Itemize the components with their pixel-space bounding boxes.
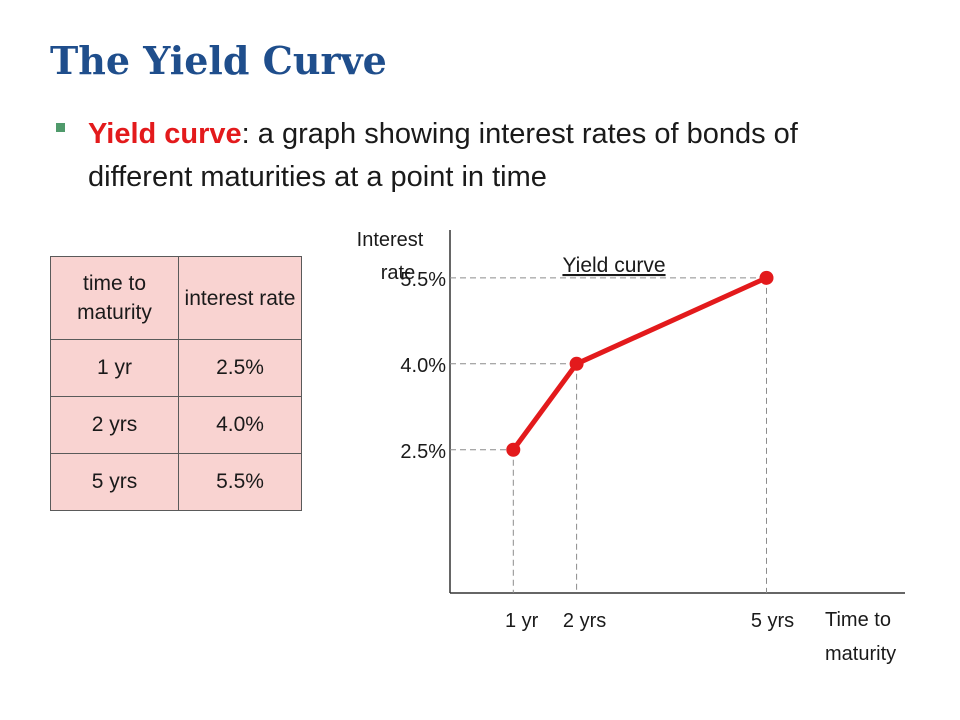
x-tick-label: 1 yr xyxy=(505,610,539,632)
y-tick-label: 5.5% xyxy=(400,269,446,291)
y-axis-label-line1: Interest xyxy=(357,229,424,251)
table-cell-rate: 5.5% xyxy=(178,453,302,511)
data-point xyxy=(506,442,521,457)
table-cell-rate: 4.0% xyxy=(178,396,302,454)
table-header-rate: interest rate xyxy=(178,256,302,340)
table-cell-time: 5 yrs xyxy=(50,453,179,511)
table-row: 1 yr 2.5% xyxy=(50,339,302,397)
data-point xyxy=(569,356,584,371)
table-cell-time: 1 yr xyxy=(50,339,179,397)
table-row: 2 yrs 4.0% xyxy=(50,396,302,454)
table-row: 5 yrs 5.5% xyxy=(50,453,302,511)
y-axis-label-line2: rate xyxy=(381,262,415,284)
x-tick-label: 2 yrs xyxy=(563,610,606,632)
rates-table: time to maturity interest rate 1 yr 2.5%… xyxy=(50,256,302,511)
x-axis-label-line2: maturity xyxy=(825,643,896,665)
bullet-marker xyxy=(56,123,65,132)
bullet-definition: : a graph showing interest rates of bond… xyxy=(88,118,798,193)
y-tick-label: 4.0% xyxy=(400,355,446,377)
slide-title: The Yield Curve xyxy=(50,38,387,83)
bullet-term: Yield curve xyxy=(88,118,242,150)
x-axis-label-line1: Time to xyxy=(825,609,891,631)
bullet-text: Yield curve: a graph showing interest ra… xyxy=(88,113,888,199)
chart-title: Yield curve xyxy=(562,254,665,277)
table-header-time: time to maturity xyxy=(50,256,179,340)
x-tick-label: 5 yrs xyxy=(751,610,794,632)
table-header-row: time to maturity interest rate xyxy=(50,256,302,340)
data-point xyxy=(759,270,774,285)
y-tick-label: 2.5% xyxy=(400,441,446,463)
table-cell-time: 2 yrs xyxy=(50,396,179,454)
